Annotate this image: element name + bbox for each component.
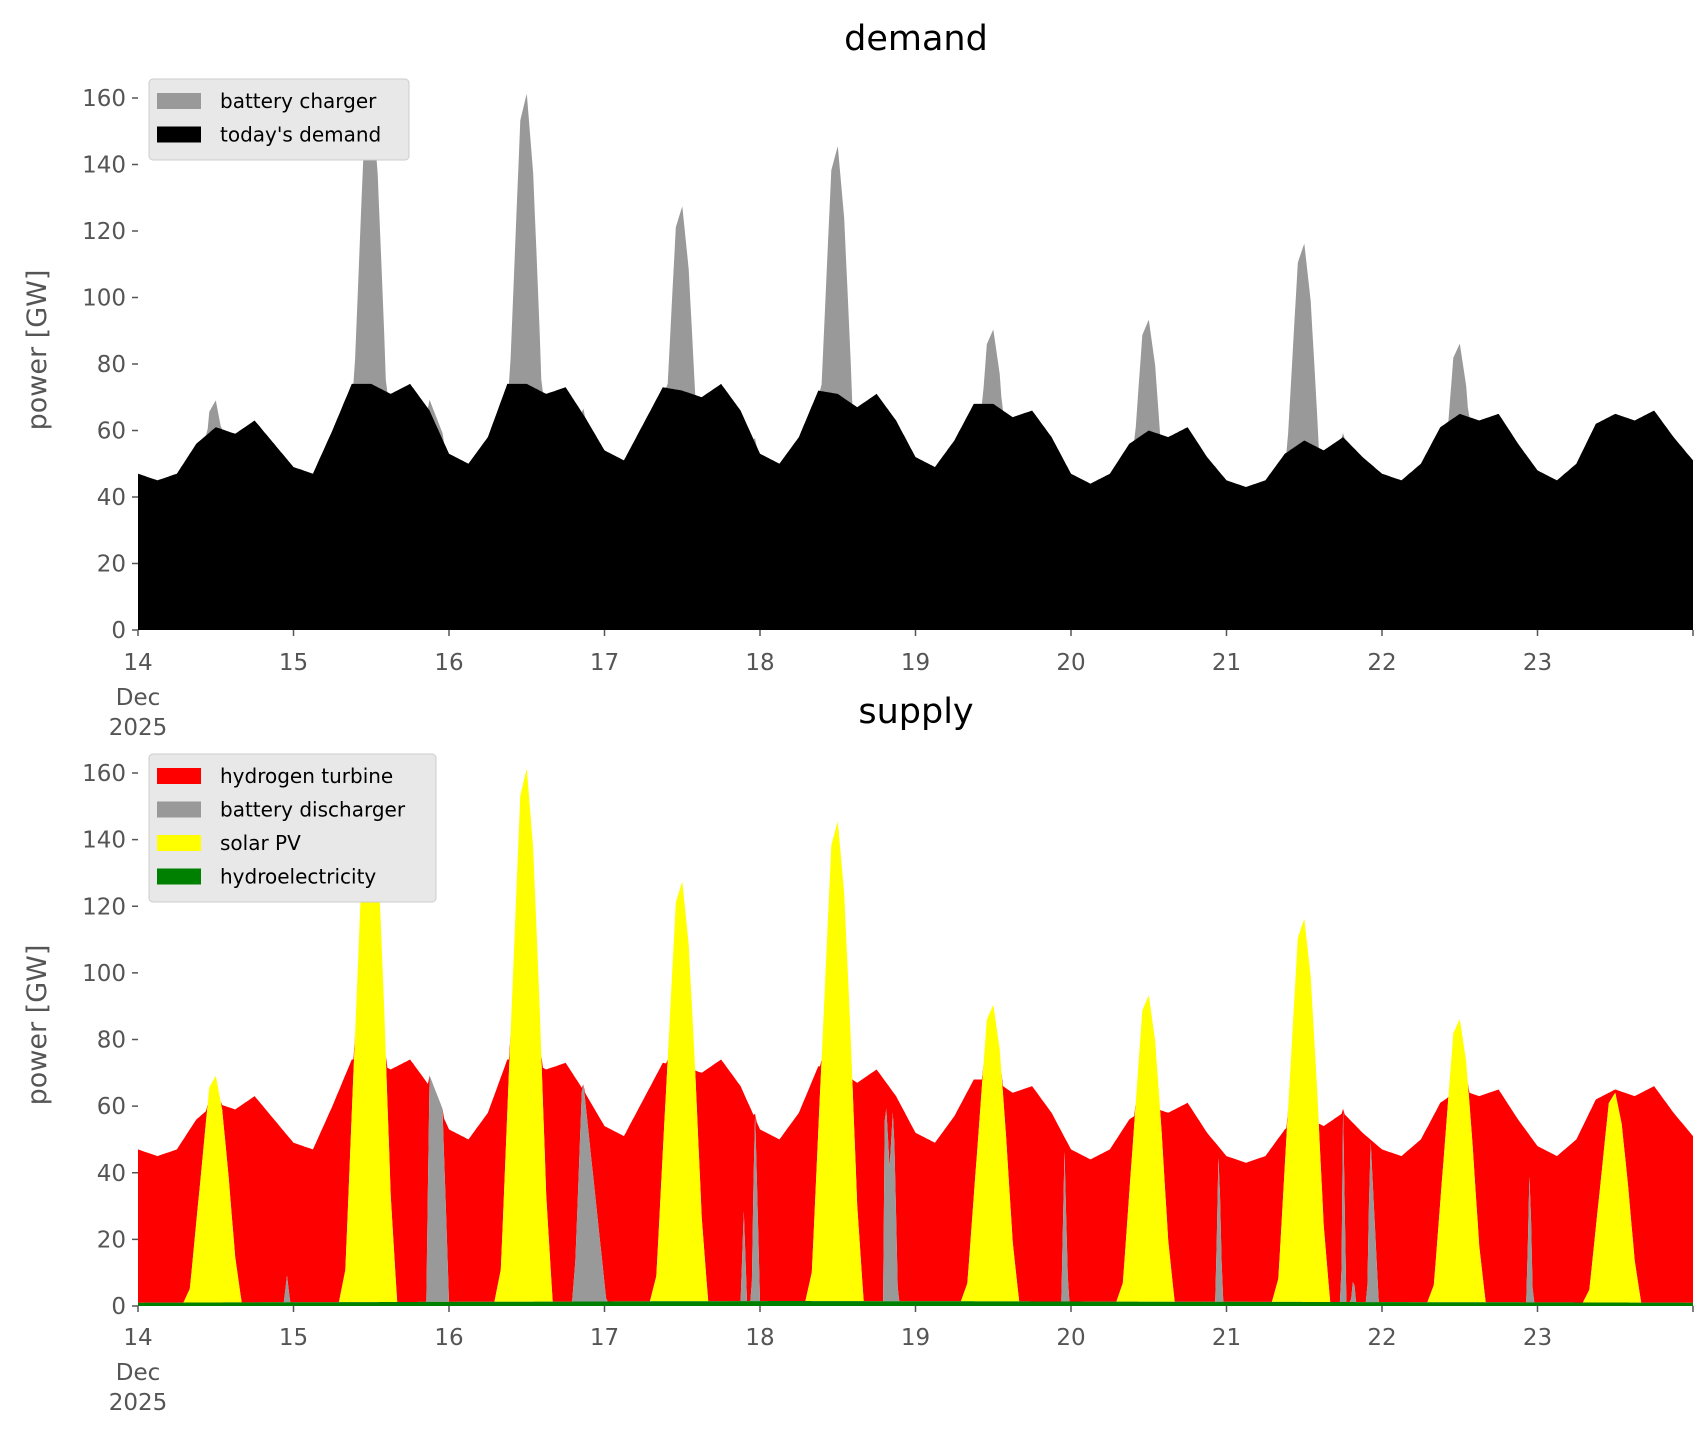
chart-title: demand	[844, 19, 988, 59]
x-tick-label: 23	[1523, 650, 1552, 676]
x-tick-label: 21	[1212, 650, 1241, 676]
y-tick-label: 160	[82, 761, 126, 787]
solar-pv-area	[138, 768, 1693, 1303]
y-tick-label: 60	[97, 1094, 126, 1120]
hydroelectricity-area	[138, 1301, 1693, 1306]
y-tick-label: 140	[82, 153, 126, 179]
x-tick-label: 17	[590, 1325, 619, 1351]
legend-box	[148, 78, 410, 161]
hydrogen-turbine-area	[138, 768, 1693, 1303]
x-tick-label: 23	[1523, 1325, 1552, 1351]
panel-demand: demand 0 20 40 60 80 100 120 140 160 14 15 16 17 18 19 2…	[22, 19, 1694, 741]
y-axis-label: power [GW]	[22, 270, 53, 431]
y-tick-label: 100	[82, 961, 126, 987]
y-tick-label: 40	[97, 1161, 126, 1187]
x-tick-label: 14	[123, 1325, 152, 1351]
x-tick-label: 22	[1367, 650, 1396, 676]
x-tick-label: 19	[901, 1325, 930, 1351]
y-tick-label: 120	[82, 219, 126, 245]
x-tick-label: 20	[1056, 650, 1085, 676]
legend-label: hydroelectricity	[220, 865, 376, 889]
y-tick-label: 140	[82, 828, 126, 854]
x-tick-label: 22	[1367, 1325, 1396, 1351]
y-tick-label: 120	[82, 894, 126, 920]
legend-swatch	[157, 801, 201, 818]
x-tick-label: 15	[279, 1325, 308, 1351]
panel-supply: supply 0 20 40 60 80 100 120 140 160 14 15 16 17 18 19 2…	[22, 692, 1694, 1416]
y-tick-label: 160	[82, 86, 126, 112]
x-tick-label: 16	[434, 650, 463, 676]
x-tick-label: 21	[1212, 1325, 1241, 1351]
x-tick-sublabel: Dec	[116, 1360, 161, 1386]
demand-area	[138, 383, 1693, 630]
legend-swatch	[157, 126, 201, 143]
x-tick-label: 17	[590, 650, 619, 676]
y-tick-label: 0	[111, 1294, 126, 1320]
y-tick-label: 20	[97, 1227, 126, 1253]
legend: hydrogen turbine battery discharger solar …	[148, 753, 437, 903]
y-tick-label: 40	[97, 485, 126, 511]
y-tick-label: 80	[97, 1028, 126, 1054]
y-tick-label: 100	[82, 286, 126, 312]
legend-swatch	[157, 93, 201, 109]
x-tick-label: 16	[434, 1325, 463, 1351]
y-tick-label: 20	[97, 552, 126, 578]
y-tick-label: 0	[111, 618, 126, 644]
legend-box	[148, 753, 437, 903]
x-tick-label: 18	[745, 650, 774, 676]
legend-swatch	[157, 835, 201, 851]
legend-label: today's demand	[220, 123, 381, 147]
chart-title: supply	[858, 692, 973, 732]
legend-label: solar PV	[220, 831, 301, 855]
legend-swatch	[157, 868, 201, 885]
legend-label: battery charger	[220, 89, 377, 113]
legend: battery charger today's demand	[148, 78, 410, 161]
x-tick-sublabel: 2025	[109, 1390, 168, 1416]
legend-label: battery discharger	[220, 798, 406, 822]
x-tick-label: 15	[279, 650, 308, 676]
x-tick-sublabel: Dec	[116, 685, 161, 711]
y-tick-label: 80	[97, 352, 126, 378]
x-tick-label: 19	[901, 650, 930, 676]
x-tick-label: 14	[123, 650, 152, 676]
legend-label: hydrogen turbine	[220, 764, 393, 788]
legend-swatch	[157, 768, 201, 784]
y-tick-label: 60	[97, 419, 126, 445]
x-tick-sublabel: 2025	[109, 715, 168, 741]
x-tick-label: 20	[1056, 1325, 1085, 1351]
x-tick-label: 18	[745, 1325, 774, 1351]
y-axis-label: power [GW]	[22, 945, 53, 1106]
